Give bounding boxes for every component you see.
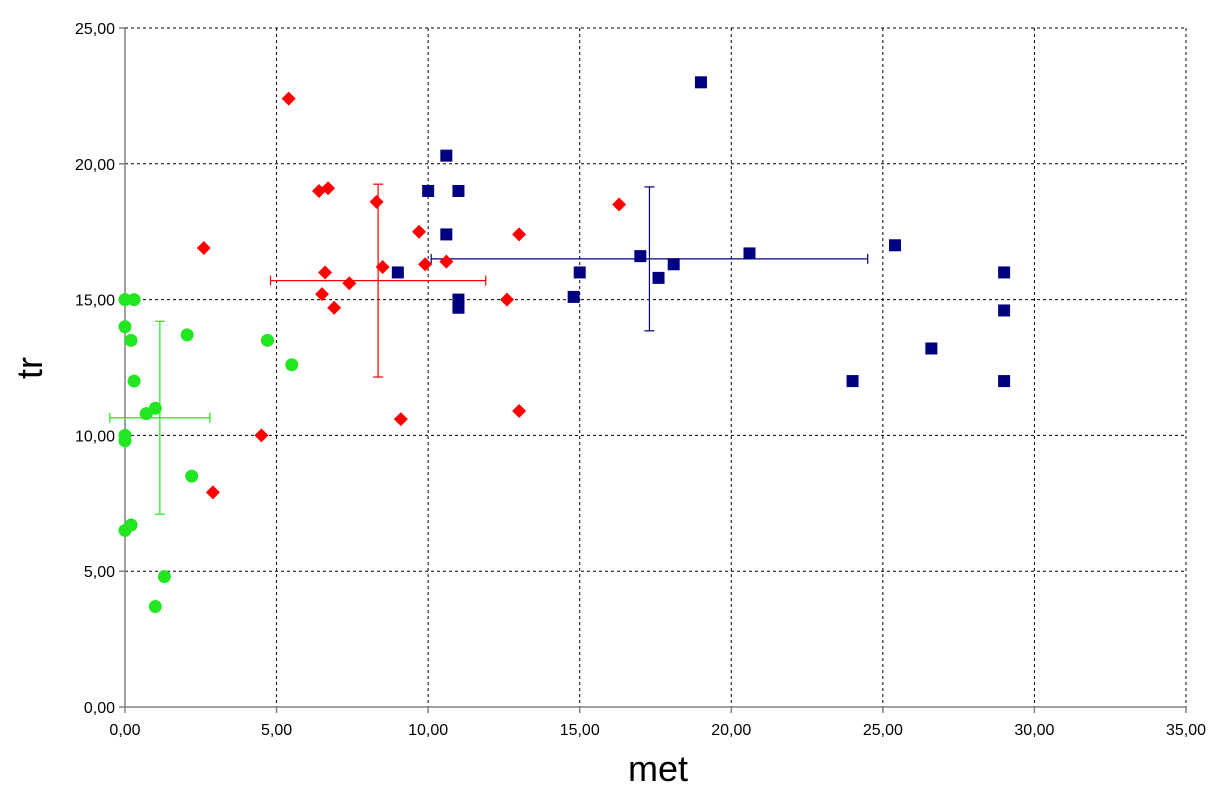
data-point	[512, 403, 527, 418]
data-point	[393, 412, 408, 427]
error-bars	[109, 183, 869, 515]
x-tick-label: 20,00	[711, 722, 751, 739]
data-point	[391, 266, 404, 279]
data-point	[196, 240, 211, 255]
x-tick-label: 35,00	[1166, 722, 1206, 739]
y-tick-label: 10,00	[75, 428, 115, 445]
data-point	[118, 434, 132, 448]
data-point	[412, 224, 427, 239]
data-point	[254, 428, 269, 443]
data-point	[694, 76, 707, 89]
data-point	[652, 271, 665, 284]
data-point	[743, 247, 756, 260]
data-point	[260, 333, 274, 347]
tick-labels: 0,00 5,00 10,00 15,00 20,00 25,00 30,00 35,00 0,…	[75, 21, 1206, 739]
data-point	[667, 258, 680, 271]
data-point	[180, 328, 194, 342]
data-point	[127, 374, 141, 388]
y-tick-label: 20,00	[75, 157, 115, 174]
data-point	[118, 523, 132, 537]
x-tick-label: 5,00	[261, 722, 292, 739]
data-point	[573, 266, 586, 279]
y-tick-label: 5,00	[84, 564, 115, 581]
data-point	[118, 293, 132, 307]
data-point	[634, 250, 647, 263]
x-axis-title: met	[628, 748, 688, 789]
gridlines	[125, 27, 1187, 707]
data-point	[452, 301, 465, 314]
x-tick-label: 25,00	[863, 722, 903, 739]
axes	[119, 27, 1187, 713]
data-point	[440, 228, 453, 241]
data-point	[118, 320, 132, 334]
data-point	[127, 293, 141, 307]
x-tick-label: 0,00	[109, 722, 140, 739]
data-point	[342, 276, 357, 291]
data-point	[369, 194, 384, 209]
data-point	[998, 375, 1011, 388]
data-point	[375, 260, 390, 275]
data-point	[612, 197, 627, 212]
data-point	[124, 333, 138, 347]
data-point	[157, 570, 171, 584]
data-point	[205, 485, 220, 500]
data-point	[139, 407, 153, 421]
data-point	[418, 257, 433, 272]
data-point	[327, 300, 342, 315]
data-point	[567, 290, 580, 303]
data-point	[512, 227, 527, 242]
y-tick-label: 0,00	[84, 700, 115, 717]
data-point	[148, 600, 162, 614]
data-point	[925, 342, 938, 355]
data-point	[422, 184, 435, 197]
data-point	[846, 375, 859, 388]
y-tick-label: 25,00	[75, 21, 115, 38]
data-point	[998, 266, 1011, 279]
data-point	[499, 292, 514, 307]
data-point	[318, 265, 333, 280]
y-axis-title: tr	[9, 357, 50, 379]
x-tick-label: 10,00	[408, 722, 448, 739]
data-point	[888, 239, 901, 252]
x-tick-label: 30,00	[1014, 722, 1054, 739]
data-point	[185, 469, 199, 483]
x-tick-label: 15,00	[560, 722, 600, 739]
data-point	[998, 304, 1011, 317]
data-point	[281, 91, 296, 106]
data-point	[285, 358, 299, 372]
data-point	[439, 254, 454, 269]
data-points	[118, 76, 1011, 614]
data-point	[452, 184, 465, 197]
data-point	[321, 181, 336, 196]
data-point	[315, 287, 330, 302]
y-tick-label: 15,00	[75, 293, 115, 310]
data-point	[440, 149, 453, 162]
